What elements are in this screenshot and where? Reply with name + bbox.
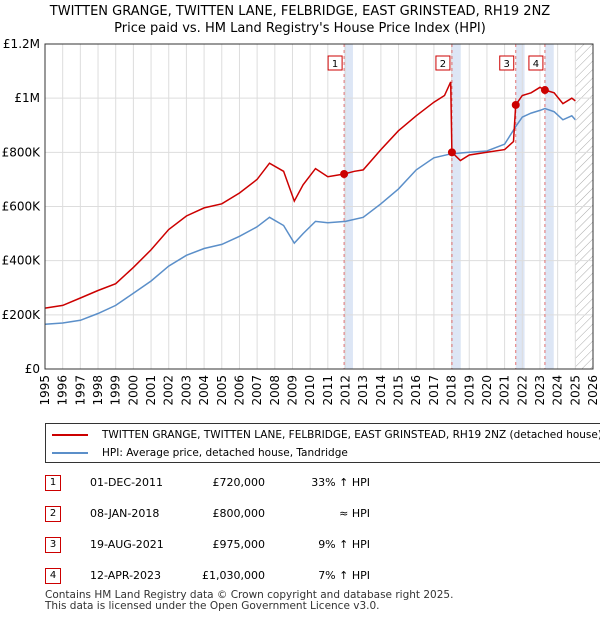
- legend: TWITTEN GRANGE, TWITTEN LANE, FELBRIDGE,…: [45, 423, 600, 463]
- table-row: 3 19-AUG-2021 £975,000 9% ↑ HPI: [45, 537, 405, 555]
- chart-subtitle: Price paid vs. HM Land Registry's House …: [114, 21, 486, 36]
- footer-licence: This data is licensed under the Open Gov…: [45, 600, 380, 612]
- sale-label: 1: [332, 59, 338, 70]
- x-tick-label: 2018: [445, 375, 459, 406]
- sale-label-box: [499, 55, 515, 71]
- x-tick-label: 1997: [73, 375, 87, 406]
- property-price-line: [44, 81, 576, 309]
- transaction-price: £720,000: [212, 476, 266, 489]
- transaction-date: 12-APR-2023: [90, 569, 162, 582]
- sale-label: 2: [440, 59, 446, 70]
- x-tick-label: 2021: [498, 375, 512, 406]
- footer-copyright: Contains HM Land Registry data © Crown c…: [45, 589, 454, 601]
- x-tick-label: 2026: [586, 375, 600, 406]
- y-tick-label: £800K: [2, 145, 42, 159]
- legend-item-hpi: HPI: Average price, detached house, Tand…: [52, 445, 348, 461]
- y-tick-label: £600K: [2, 200, 42, 214]
- x-tick-label: 2022: [515, 375, 529, 406]
- transaction-date: 08-JAN-2018: [90, 507, 160, 520]
- transaction-hpi-relation: 33% ↑ HPI: [311, 476, 370, 489]
- x-tick-label: 2017: [427, 375, 441, 406]
- table-row: 2 08-JAN-2018 £800,000 ≈ HPI: [45, 506, 405, 524]
- x-tick-label: 2008: [268, 375, 282, 406]
- x-tick-label: 2010: [303, 375, 317, 406]
- transaction-price: £975,000: [212, 538, 266, 551]
- x-tick-label: 2019: [462, 375, 476, 406]
- x-tick-label: 2002: [162, 375, 176, 406]
- transaction-hpi-relation: ≈ HPI: [339, 507, 370, 520]
- transaction-number: 1: [45, 475, 61, 491]
- x-tick-label: 1999: [109, 375, 123, 406]
- x-tick-label: 2007: [250, 375, 264, 406]
- transaction-hpi-relation: 7% ↑ HPI: [318, 569, 370, 582]
- legend-swatch-hpi: [52, 452, 88, 454]
- table-row: 1 01-DEC-2011 £720,000 33% ↑ HPI: [45, 475, 405, 493]
- legend-swatch-property: [52, 434, 88, 436]
- y-tick-label: £1M: [14, 91, 40, 105]
- y-tick-label: £1.2M: [3, 37, 40, 51]
- x-tick-label: 1998: [91, 375, 105, 406]
- x-tick-label: 2005: [215, 375, 229, 406]
- sale-label: 4: [533, 59, 539, 70]
- x-tick-label: 2014: [374, 375, 388, 406]
- sale-point: [340, 170, 349, 178]
- transaction-number: 3: [45, 537, 61, 553]
- legend-label-property: TWITTEN GRANGE, TWITTEN LANE, FELBRIDGE,…: [102, 429, 600, 441]
- transaction-hpi-relation: 9% ↑ HPI: [318, 538, 370, 551]
- y-tick-label: £0: [25, 362, 40, 376]
- transaction-number: 4: [45, 568, 61, 584]
- sale-label-box: [435, 55, 451, 71]
- transaction-date: 19-AUG-2021: [90, 538, 164, 551]
- sale-point: [447, 148, 456, 157]
- x-tick-label: 2006: [232, 375, 246, 406]
- table-row: 4 12-APR-2023 £1,030,000 7% ↑ HPI: [45, 568, 405, 586]
- x-tick-label: 2013: [356, 375, 370, 406]
- x-tick-label: 2025: [568, 375, 582, 406]
- x-tick-label: 2004: [197, 375, 211, 406]
- x-tick-label: 2000: [126, 375, 140, 406]
- x-tick-label: 2016: [409, 375, 423, 406]
- legend-item-property: TWITTEN GRANGE, TWITTEN LANE, FELBRIDGE,…: [52, 427, 600, 443]
- x-tick-label: 2001: [144, 375, 158, 406]
- x-tick-label: 1996: [56, 375, 70, 406]
- sale-label: 3: [504, 59, 510, 70]
- x-tick-label: 2012: [339, 375, 353, 406]
- x-tick-label: 2009: [285, 375, 299, 406]
- x-tick-label: 2015: [392, 375, 406, 406]
- x-tick-label: 2003: [179, 375, 193, 406]
- y-tick-label: £200K: [2, 308, 42, 322]
- plot-border: [44, 43, 594, 370]
- transaction-price: £800,000: [212, 507, 266, 520]
- x-tick-label: 2024: [551, 375, 565, 406]
- sale-point: [540, 86, 549, 95]
- transaction-date: 01-DEC-2011: [90, 476, 164, 489]
- hpi-line: [44, 107, 576, 326]
- x-tick-label: 1995: [38, 375, 52, 406]
- y-tick-label: £400K: [2, 254, 42, 268]
- x-tick-label: 2011: [321, 375, 335, 406]
- transaction-number: 2: [45, 506, 61, 522]
- sale-label-box: [528, 55, 544, 71]
- transaction-price: £1,030,000: [202, 569, 265, 582]
- sale-point: [511, 100, 520, 109]
- footer: Contains HM Land Registry data © Crown c…: [45, 590, 453, 612]
- chart-title: TWITTEN GRANGE, TWITTEN LANE, FELBRIDGE,…: [49, 4, 551, 19]
- legend-label-hpi: HPI: Average price, detached house, Tand…: [102, 447, 348, 459]
- sale-label-box: [327, 55, 343, 71]
- x-tick-label: 2020: [480, 375, 494, 406]
- x-tick-label: 2023: [533, 375, 547, 406]
